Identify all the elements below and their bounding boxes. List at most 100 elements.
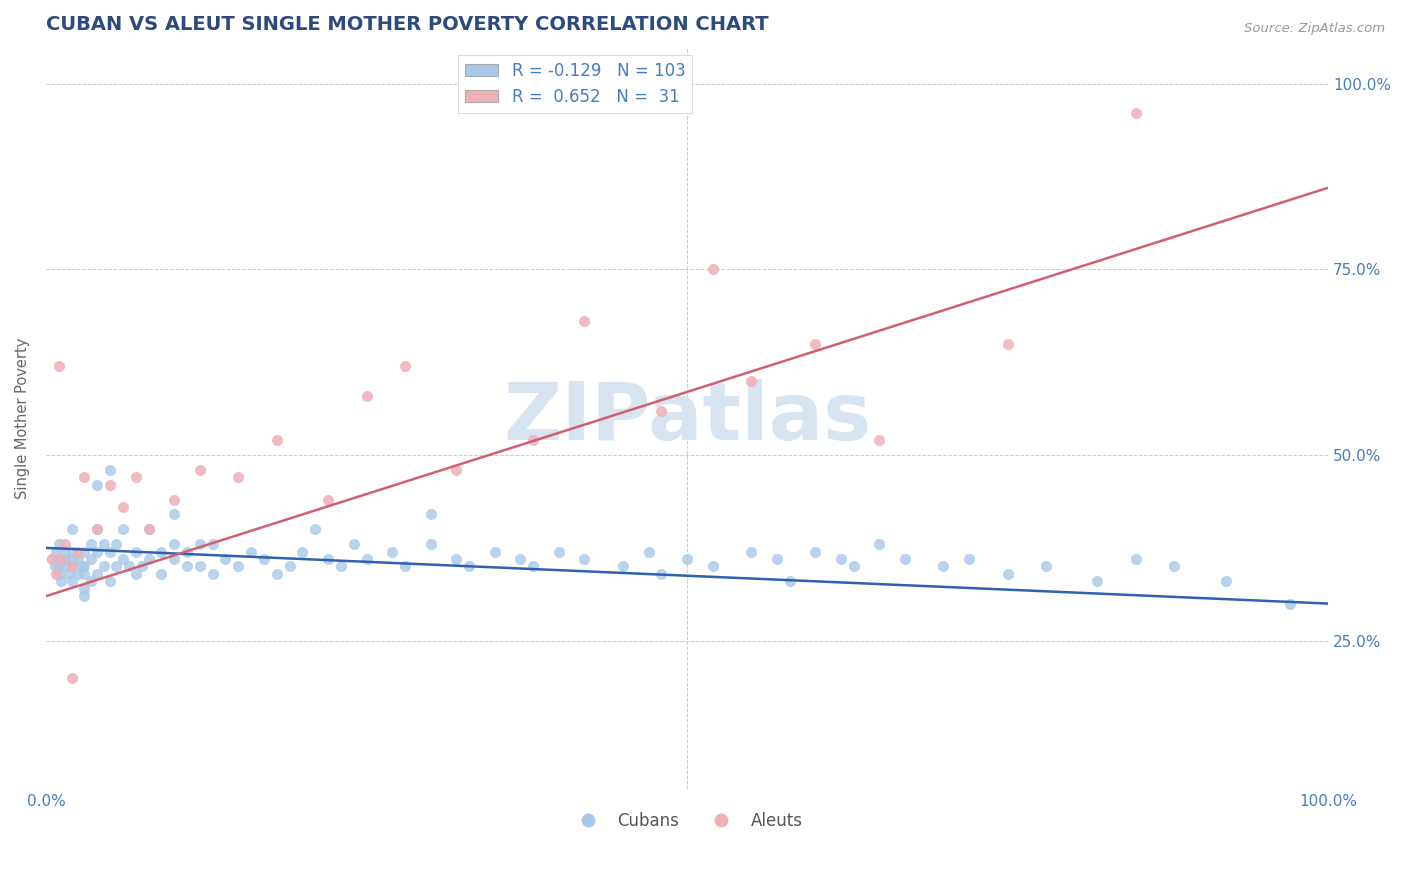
Point bbox=[48, 559, 70, 574]
Point bbox=[214, 552, 236, 566]
Point bbox=[226, 559, 249, 574]
Point bbox=[188, 559, 211, 574]
Point bbox=[446, 463, 468, 477]
Point bbox=[150, 566, 173, 581]
Point bbox=[86, 522, 108, 536]
Point bbox=[118, 559, 141, 574]
Point bbox=[381, 544, 404, 558]
Point bbox=[740, 374, 762, 388]
Point bbox=[51, 574, 73, 589]
Point bbox=[702, 559, 724, 574]
Point bbox=[702, 262, 724, 277]
Point bbox=[650, 403, 672, 417]
Point bbox=[868, 434, 890, 448]
Point bbox=[201, 537, 224, 551]
Point bbox=[73, 566, 96, 581]
Point bbox=[765, 552, 787, 566]
Text: CUBAN VS ALEUT SINGLE MOTHER POVERTY CORRELATION CHART: CUBAN VS ALEUT SINGLE MOTHER POVERTY COR… bbox=[46, 15, 769, 34]
Point bbox=[266, 434, 288, 448]
Text: ZIPatlas: ZIPatlas bbox=[503, 379, 872, 457]
Point bbox=[53, 552, 76, 566]
Point bbox=[70, 559, 93, 574]
Point bbox=[98, 574, 121, 589]
Point bbox=[111, 500, 134, 514]
Point bbox=[574, 314, 596, 328]
Point bbox=[86, 566, 108, 581]
Point bbox=[73, 589, 96, 603]
Point bbox=[740, 544, 762, 558]
Point bbox=[804, 336, 827, 351]
Point bbox=[316, 492, 339, 507]
Point bbox=[253, 552, 276, 566]
Point bbox=[419, 508, 441, 522]
Point bbox=[66, 544, 89, 558]
Point bbox=[932, 559, 955, 574]
Point bbox=[48, 537, 70, 551]
Point bbox=[394, 359, 416, 373]
Point bbox=[291, 544, 314, 558]
Point bbox=[80, 537, 103, 551]
Point bbox=[80, 574, 103, 589]
Point bbox=[226, 470, 249, 484]
Point bbox=[343, 537, 366, 551]
Point bbox=[86, 544, 108, 558]
Point bbox=[53, 559, 76, 574]
Point bbox=[894, 552, 917, 566]
Point bbox=[48, 359, 70, 373]
Point bbox=[446, 552, 468, 566]
Point bbox=[41, 552, 63, 566]
Point bbox=[278, 559, 301, 574]
Point bbox=[131, 559, 153, 574]
Point bbox=[45, 566, 67, 581]
Point bbox=[44, 559, 66, 574]
Point bbox=[125, 470, 148, 484]
Point bbox=[176, 559, 198, 574]
Point bbox=[53, 537, 76, 551]
Point bbox=[637, 544, 659, 558]
Legend: Cubans, Aleuts: Cubans, Aleuts bbox=[564, 805, 810, 837]
Point bbox=[176, 544, 198, 558]
Point bbox=[138, 522, 160, 536]
Point bbox=[484, 544, 506, 558]
Text: Source: ZipAtlas.com: Source: ZipAtlas.com bbox=[1244, 22, 1385, 36]
Point bbox=[830, 552, 852, 566]
Point bbox=[394, 559, 416, 574]
Point bbox=[53, 544, 76, 558]
Point bbox=[868, 537, 890, 551]
Point bbox=[997, 566, 1019, 581]
Point bbox=[188, 537, 211, 551]
Point bbox=[1035, 559, 1057, 574]
Point bbox=[93, 559, 115, 574]
Point bbox=[150, 544, 173, 558]
Point bbox=[676, 552, 699, 566]
Point bbox=[111, 552, 134, 566]
Point bbox=[86, 477, 108, 491]
Point bbox=[509, 552, 531, 566]
Point bbox=[105, 559, 128, 574]
Point bbox=[60, 559, 83, 574]
Point bbox=[957, 552, 980, 566]
Point bbox=[48, 552, 70, 566]
Point bbox=[138, 522, 160, 536]
Point bbox=[66, 552, 89, 566]
Point bbox=[66, 566, 89, 581]
Point bbox=[266, 566, 288, 581]
Point bbox=[842, 559, 865, 574]
Point bbox=[163, 492, 186, 507]
Point bbox=[98, 544, 121, 558]
Point bbox=[93, 537, 115, 551]
Y-axis label: Single Mother Poverty: Single Mother Poverty bbox=[15, 337, 30, 499]
Point bbox=[240, 544, 263, 558]
Point bbox=[73, 582, 96, 596]
Point bbox=[304, 522, 326, 536]
Point bbox=[997, 336, 1019, 351]
Point bbox=[356, 552, 378, 566]
Point bbox=[1163, 559, 1185, 574]
Point bbox=[60, 552, 83, 566]
Point bbox=[60, 559, 83, 574]
Point bbox=[98, 477, 121, 491]
Point bbox=[316, 552, 339, 566]
Point bbox=[98, 463, 121, 477]
Point bbox=[163, 508, 186, 522]
Point bbox=[779, 574, 801, 589]
